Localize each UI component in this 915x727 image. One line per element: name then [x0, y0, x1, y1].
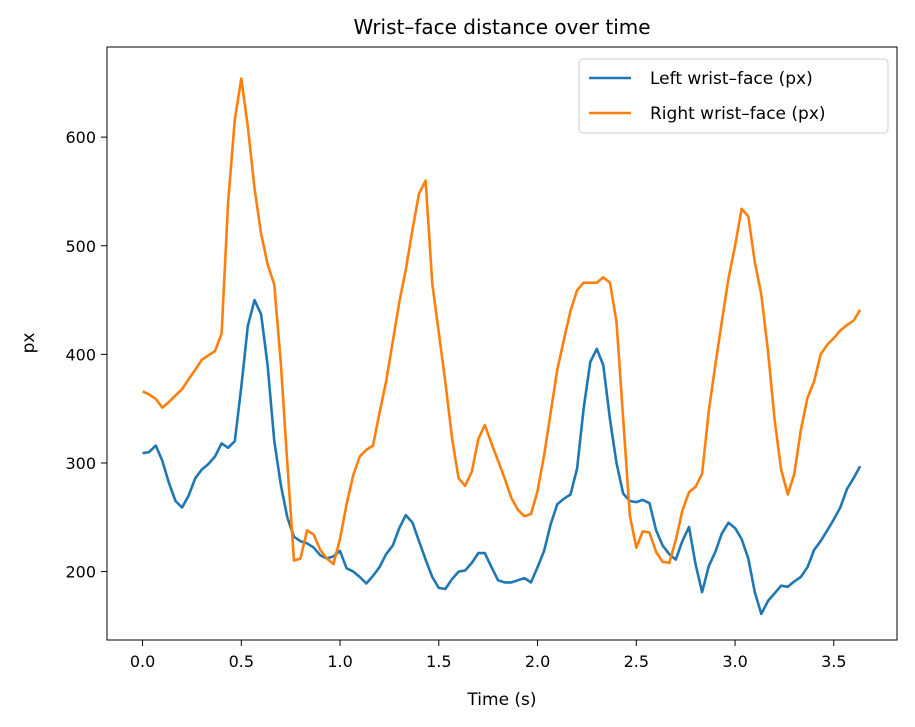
x-tick-label: 2.0 — [525, 652, 550, 671]
x-axis: 0.0 0.5 1.0 1.5 2.0 2.5 3.0 3.5 — [130, 640, 847, 671]
legend: Left wrist–face (px) Right wrist–face (p… — [578, 58, 889, 134]
x-tick-label: 1.5 — [426, 652, 451, 671]
legend-label-left: Left wrist–face (px) — [650, 69, 813, 89]
plot-frame — [106, 46, 898, 641]
chart-title: Wrist–face distance over time — [353, 15, 650, 39]
series-lines — [142, 77, 862, 616]
x-tick-label: 0.5 — [229, 652, 254, 671]
series-line-right-wrist — [142, 77, 862, 566]
y-tick-label: 300 — [65, 454, 96, 473]
y-axis: 200 300 400 500 600 — [65, 128, 107, 582]
y-tick-label: 400 — [65, 345, 96, 364]
legend-label-right: Right wrist–face (px) — [650, 104, 826, 124]
y-tick-label: 200 — [65, 563, 96, 582]
x-tick-label: 1.0 — [327, 652, 352, 671]
x-tick-label: 0.0 — [130, 652, 155, 671]
y-tick-label: 500 — [65, 237, 96, 256]
x-tick-label: 3.5 — [821, 652, 846, 671]
legend-box — [578, 58, 889, 134]
y-tick-label: 600 — [65, 128, 96, 147]
x-axis-label: Time (s) — [466, 690, 536, 710]
x-tick-label: 2.5 — [624, 652, 649, 671]
y-axis-label: px — [19, 333, 39, 354]
series-line-left-wrist — [142, 298, 862, 616]
x-tick-label: 3.0 — [722, 652, 747, 671]
